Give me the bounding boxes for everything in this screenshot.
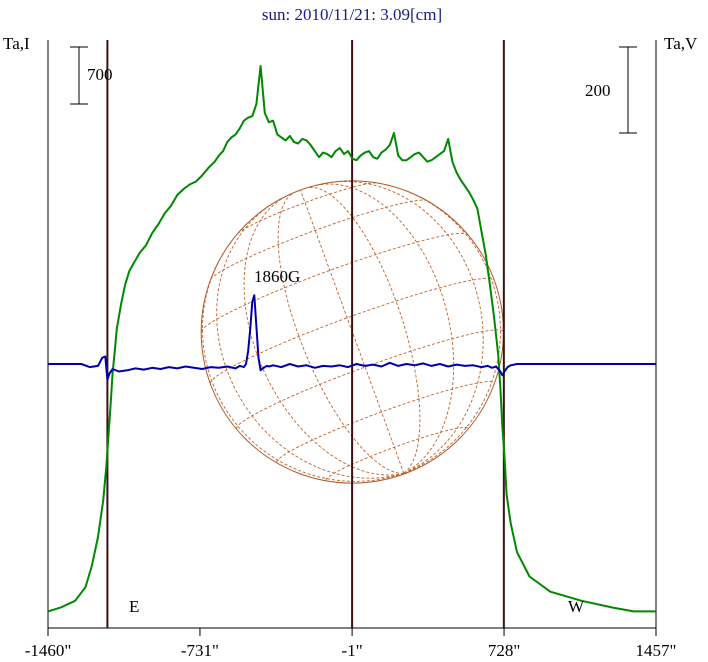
scale-left-value: 700 [87, 65, 113, 84]
latitude-line [200, 232, 468, 332]
x-tick-label: -1460" [25, 641, 72, 660]
west-label: W [568, 597, 585, 616]
longitude-line [216, 201, 405, 479]
x-tick-label: -731" [181, 641, 219, 660]
x-tick-label: 728" [488, 641, 520, 660]
solar-disk [200, 180, 504, 484]
longitude-line [202, 239, 405, 482]
x-ticks: -1460" -731" -1" 728" 1457" [25, 628, 677, 660]
scale-bar-left [70, 46, 88, 105]
x-tick-label: -1" [342, 641, 363, 660]
scale-bar-right [619, 46, 637, 134]
longitude-line [314, 183, 455, 474]
vertical-markers [106, 40, 505, 628]
series-polarization-line [48, 294, 656, 381]
y-label-left: Ta,I [3, 34, 30, 53]
chart-title: sun: 2010/11/21: 3.09[cm] [262, 5, 442, 24]
data-series [47, 65, 656, 613]
longitude-line [384, 183, 501, 474]
longitude-line [277, 192, 404, 474]
longitude-line [326, 181, 484, 474]
latitude-line [236, 329, 504, 430]
longitude-line [300, 189, 405, 474]
series-intensity-line [47, 65, 656, 613]
x-tick-label: 1457" [636, 641, 677, 660]
latitude-line [210, 199, 428, 280]
source-label: 1860G [254, 267, 300, 286]
longitude-line [308, 186, 421, 474]
longitude-line [243, 195, 404, 476]
scale-right-value: 200 [585, 81, 611, 100]
y-label-right: Ta,V [664, 34, 698, 53]
east-label: E [129, 597, 139, 616]
